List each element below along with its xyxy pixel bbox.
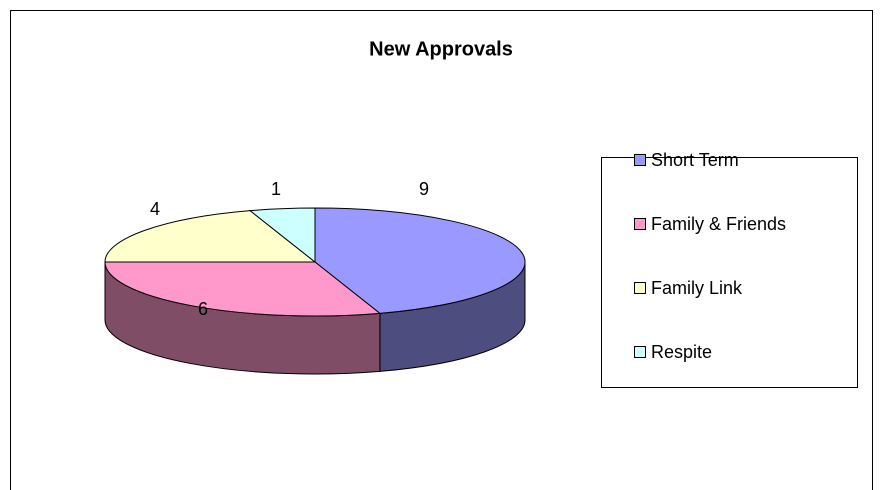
legend-swatch <box>634 218 646 230</box>
pie-slice <box>104 261 382 317</box>
pie-slice <box>314 207 526 314</box>
data-label: 6 <box>198 299 208 319</box>
legend-swatch <box>634 154 646 166</box>
pie-slice <box>248 207 316 264</box>
chart-title: New Approvals <box>369 38 513 60</box>
data-label: 1 <box>271 179 281 199</box>
legend-swatch <box>634 346 646 358</box>
data-label: 9 <box>419 179 429 199</box>
legend-label: Family Link <box>651 278 743 298</box>
legend-label: Respite <box>651 342 712 362</box>
legend-label: Family & Friends <box>651 214 786 234</box>
legend-swatch <box>634 282 646 294</box>
data-label: 4 <box>150 199 160 219</box>
legend-label: Short Term <box>651 150 739 170</box>
pie-slice <box>104 210 317 263</box>
